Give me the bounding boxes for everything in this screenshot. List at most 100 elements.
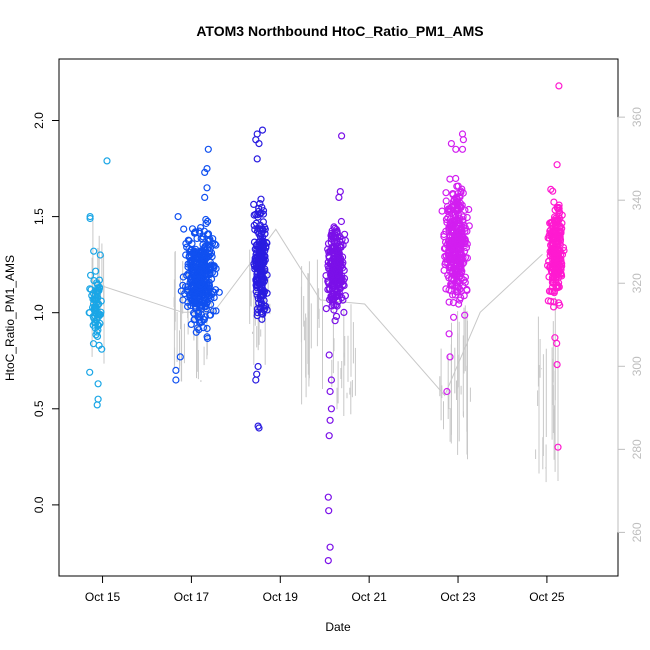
data-point	[460, 292, 468, 300]
data-point	[330, 249, 338, 257]
data-point	[459, 282, 467, 290]
data-point	[199, 235, 207, 243]
data-point	[203, 334, 212, 343]
x-tick-label: Oct 15	[85, 590, 121, 604]
data-point	[98, 345, 106, 353]
data-point	[203, 165, 211, 173]
y-tick-label: 1.5	[32, 208, 46, 225]
data-point	[465, 222, 473, 230]
data-point	[458, 130, 467, 138]
data-point	[257, 241, 265, 249]
data-point	[446, 353, 454, 361]
scatter-series	[172, 145, 223, 384]
data-point	[195, 249, 203, 257]
data-point	[442, 197, 450, 205]
data-point	[445, 330, 453, 338]
data-point	[322, 272, 330, 280]
data-point	[547, 185, 555, 193]
data-point	[202, 219, 210, 228]
data-point	[255, 424, 263, 432]
data-point	[337, 217, 345, 226]
data-point	[549, 279, 557, 287]
data-point	[179, 273, 187, 281]
data-point	[449, 268, 457, 276]
y-tick-label: 1.0	[32, 304, 46, 321]
data-point	[204, 145, 212, 153]
scatter-series	[543, 82, 568, 451]
data-point	[194, 324, 202, 332]
data-point	[453, 198, 461, 206]
y-axis-label: HtoC_Ratio_PM1_AMS	[3, 255, 17, 381]
data-point	[257, 269, 266, 277]
data-point	[93, 401, 101, 409]
data-point	[454, 240, 462, 249]
data-point	[447, 140, 455, 148]
data-point	[551, 334, 559, 342]
data-point	[461, 311, 469, 319]
data-point	[555, 299, 563, 307]
data-point	[328, 302, 336, 310]
data-point	[553, 218, 562, 226]
data-point	[253, 270, 261, 278]
data-point	[455, 300, 463, 308]
data-point	[205, 237, 214, 245]
data-point	[195, 227, 203, 235]
data-point	[260, 257, 268, 265]
data-point	[206, 311, 214, 319]
data-point	[324, 493, 332, 501]
data-point	[253, 277, 261, 285]
y2-tick-label: 360	[630, 107, 644, 127]
data-point	[190, 316, 198, 324]
data-point	[455, 216, 463, 225]
data-point	[177, 287, 185, 295]
data-point	[326, 543, 334, 551]
data-point	[85, 309, 93, 317]
data-point	[438, 207, 446, 215]
data-point	[190, 295, 198, 304]
data-point	[452, 224, 460, 232]
data-point	[333, 260, 341, 268]
data-point	[440, 230, 448, 239]
data-point	[258, 126, 267, 134]
data-point	[197, 224, 205, 232]
data-point	[256, 245, 264, 253]
data-point	[86, 271, 95, 279]
data-point	[185, 237, 193, 245]
data-point	[93, 290, 101, 298]
data-point	[191, 250, 199, 258]
data-point	[549, 187, 557, 195]
data-point	[549, 220, 557, 228]
data-point	[188, 246, 196, 254]
data-point	[196, 270, 204, 278]
data-point	[200, 260, 208, 268]
data-point	[548, 264, 556, 272]
data-point	[455, 192, 463, 200]
data-point	[326, 416, 334, 424]
x-tick-label: Oct 23	[440, 590, 476, 604]
data-point	[174, 213, 182, 221]
data-point	[255, 140, 263, 148]
data-point	[89, 300, 98, 308]
chart-title: ATOM3 Northbound HtoC_Ratio_PM1_AMS	[196, 23, 483, 39]
data-point	[210, 294, 218, 302]
data-point	[185, 253, 193, 261]
x-tick-label: Oct 25	[529, 590, 565, 604]
data-point	[259, 287, 268, 295]
data-point	[204, 230, 213, 238]
data-point	[330, 306, 338, 314]
y2-tick-label: 320	[630, 273, 644, 293]
data-point	[325, 265, 333, 273]
data-point	[443, 387, 451, 396]
data-point	[89, 321, 97, 329]
data-point	[444, 271, 452, 279]
data-point	[457, 188, 465, 197]
data-point	[332, 225, 341, 234]
data-point	[261, 252, 269, 261]
data-point	[454, 284, 463, 292]
data-point	[327, 235, 335, 243]
scatter-series	[250, 126, 271, 432]
data-point	[92, 267, 100, 275]
data-point	[187, 275, 195, 283]
